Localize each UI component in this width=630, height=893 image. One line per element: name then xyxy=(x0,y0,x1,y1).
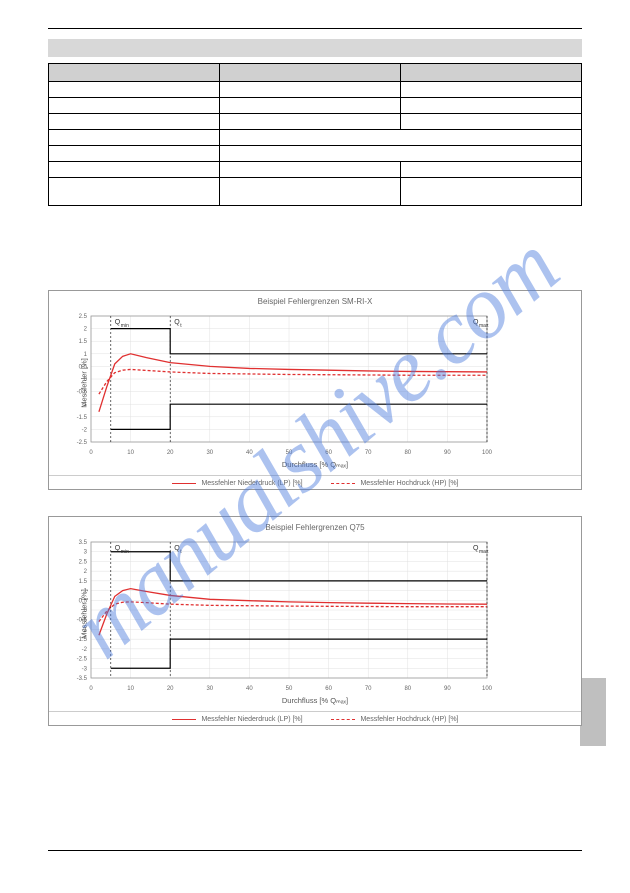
table-cell xyxy=(49,130,220,146)
svg-text:-2: -2 xyxy=(82,647,88,653)
table-cell xyxy=(219,130,581,146)
chart-fehlergrenzen-smrix: Beispiel Fehlergrenzen SM-RI-X Messfehle… xyxy=(48,290,582,490)
section-band xyxy=(48,39,582,57)
svg-text:80: 80 xyxy=(404,686,411,692)
table-cell xyxy=(400,98,581,114)
svg-text:t: t xyxy=(180,549,182,555)
table-cell xyxy=(49,146,220,162)
svg-text:90: 90 xyxy=(444,450,451,456)
svg-text:1.5: 1.5 xyxy=(79,339,88,345)
table-cell xyxy=(400,114,581,130)
svg-text:-1.5: -1.5 xyxy=(77,415,88,421)
legend-lp-label: Messfehler Niederdruck (LP) [%] xyxy=(201,480,302,487)
chart1-ylabel: Messfehler [%] xyxy=(79,358,88,408)
table-cell xyxy=(219,98,400,114)
svg-text:50: 50 xyxy=(286,686,293,692)
table-cell xyxy=(219,114,400,130)
svg-text:30: 30 xyxy=(206,686,213,692)
chart2-title: Beispiel Fehlergrenzen Q75 xyxy=(57,523,573,532)
table-cell xyxy=(400,162,581,178)
svg-text:1.5: 1.5 xyxy=(79,579,88,585)
svg-text:2: 2 xyxy=(84,327,88,333)
svg-text:max: max xyxy=(479,549,489,555)
svg-text:20: 20 xyxy=(167,686,174,692)
footer-rule xyxy=(48,850,582,851)
table-row xyxy=(49,162,582,178)
svg-text:80: 80 xyxy=(404,450,411,456)
spec-table xyxy=(48,63,582,206)
table-header-3 xyxy=(400,64,581,82)
table-cell xyxy=(219,82,400,98)
svg-text:-2.5: -2.5 xyxy=(77,440,88,446)
table-cell xyxy=(400,178,581,206)
table-cell xyxy=(49,82,220,98)
svg-text:3: 3 xyxy=(84,550,88,556)
legend-lp-swatch-2 xyxy=(172,719,196,720)
svg-text:60: 60 xyxy=(325,450,332,456)
svg-text:70: 70 xyxy=(365,686,372,692)
table-cell xyxy=(49,98,220,114)
table-cell xyxy=(219,178,400,206)
svg-text:t: t xyxy=(180,323,182,329)
svg-text:20: 20 xyxy=(167,450,174,456)
top-rule xyxy=(48,28,582,29)
svg-text:2.5: 2.5 xyxy=(79,559,88,565)
table-row xyxy=(49,146,582,162)
svg-text:2.5: 2.5 xyxy=(79,314,88,320)
legend-hp-swatch xyxy=(331,483,355,484)
chart2-plot: 0102030405060708090100-3.5-3-2.5-2-1.5-1… xyxy=(57,534,497,694)
table-cell xyxy=(49,162,220,178)
svg-text:90: 90 xyxy=(444,686,451,692)
table-header-2 xyxy=(219,64,400,82)
table-row xyxy=(49,114,582,130)
svg-text:40: 40 xyxy=(246,450,253,456)
chart1-legend: Messfehler Niederdruck (LP) [%] Messfehl… xyxy=(49,475,581,489)
legend-hp-label-2: Messfehler Hochdruck (HP) [%] xyxy=(360,716,458,723)
svg-text:0: 0 xyxy=(89,686,93,692)
table-row xyxy=(49,130,582,146)
svg-text:2: 2 xyxy=(84,569,88,575)
svg-text:-3.5: -3.5 xyxy=(77,676,88,682)
table-row xyxy=(49,178,582,206)
svg-text:40: 40 xyxy=(246,686,253,692)
chart2-xlabel: Durchfluss [% Qₘₐₓ] xyxy=(57,696,573,705)
svg-text:min: min xyxy=(121,323,129,329)
svg-text:70: 70 xyxy=(365,450,372,456)
svg-text:50: 50 xyxy=(286,450,293,456)
svg-text:100: 100 xyxy=(482,450,493,456)
legend-hp-swatch-2 xyxy=(331,719,355,720)
svg-text:60: 60 xyxy=(325,686,332,692)
table-cell xyxy=(400,82,581,98)
chart1-xlabel: Durchfluss [% Qₘₐₓ] xyxy=(57,460,573,469)
svg-text:-3: -3 xyxy=(82,666,88,672)
table-header-row xyxy=(49,64,582,82)
table-cell xyxy=(219,162,400,178)
legend-lp-label-2: Messfehler Niederdruck (LP) [%] xyxy=(201,716,302,723)
svg-text:30: 30 xyxy=(206,450,213,456)
svg-text:-2.5: -2.5 xyxy=(77,657,88,663)
chart-fehlergrenzen-q75: Beispiel Fehlergrenzen Q75 Messfehler [%… xyxy=(48,516,582,726)
legend-lp-swatch xyxy=(172,483,196,484)
chart1-plot: 0102030405060708090100-2.5-2-1.5-1-0.500… xyxy=(57,308,497,458)
svg-text:min: min xyxy=(121,549,129,555)
svg-text:max: max xyxy=(479,323,489,329)
legend-hp-label: Messfehler Hochdruck (HP) [%] xyxy=(360,480,458,487)
svg-text:10: 10 xyxy=(127,686,134,692)
table-row xyxy=(49,98,582,114)
chart2-legend: Messfehler Niederdruck (LP) [%] Messfehl… xyxy=(49,711,581,725)
table-row xyxy=(49,82,582,98)
svg-text:1: 1 xyxy=(84,352,88,358)
svg-text:10: 10 xyxy=(127,450,134,456)
svg-text:100: 100 xyxy=(482,686,493,692)
table-cell xyxy=(49,114,220,130)
svg-text:0: 0 xyxy=(89,450,93,456)
svg-text:3.5: 3.5 xyxy=(79,540,88,546)
table-header-1 xyxy=(49,64,220,82)
svg-text:-2: -2 xyxy=(82,427,88,433)
table-cell xyxy=(219,146,581,162)
table-cell xyxy=(49,178,220,206)
chart1-title: Beispiel Fehlergrenzen SM-RI-X xyxy=(57,297,573,306)
chart2-ylabel: Messfehler [%] xyxy=(79,589,88,639)
